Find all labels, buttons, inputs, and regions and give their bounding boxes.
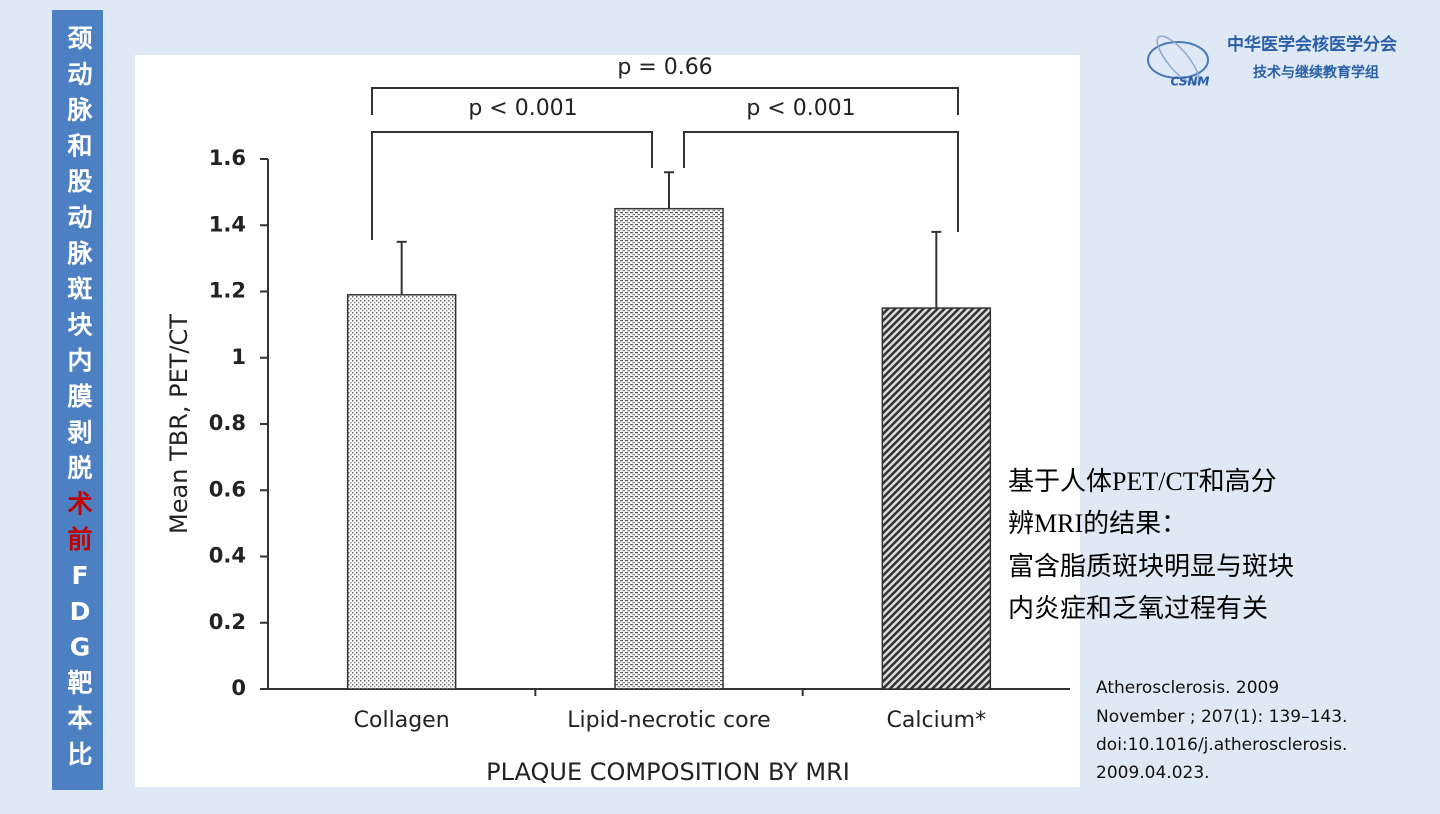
x-tick-label: Collagen	[354, 708, 450, 733]
sidebar-text: 颈动脉和股动脉斑块内膜剥脱术前 FDG靶本比	[66, 24, 93, 769]
summary-line: 基于人体PET/CT和高分	[1008, 467, 1277, 496]
y-tick-label: 0.6	[209, 477, 246, 501]
y-tick-label: 0.8	[209, 411, 246, 435]
y-tick-label: 1.6	[209, 146, 246, 170]
reference-line: doi:10.1016/j.atherosclerosis.	[1096, 735, 1347, 755]
annotation: p = 0.66	[617, 55, 712, 80]
bar	[346, 294, 457, 690]
summary-line: 富含脂质斑块明显与斑块	[1008, 552, 1294, 581]
annotation: p < 0.001	[468, 96, 577, 121]
logo-abbr: CSNM	[1170, 75, 1209, 89]
logo-name: 中华医学会核医学分会	[1227, 34, 1397, 55]
y-tick-label: 0	[231, 676, 246, 700]
sidebar	[52, 10, 103, 790]
reference-line: 2009.04.023.	[1096, 763, 1210, 783]
y-tick-label: 1.4	[209, 212, 246, 236]
logo: CSNM 中华医学会核医学分会 技术与继续教育学组	[1147, 34, 1397, 89]
summary-line: 内炎症和乏氧过程有关	[1008, 594, 1268, 623]
brackets	[371, 87, 959, 240]
summary-line: 辨MRI的结果：	[1008, 509, 1187, 538]
y-tick-label: 0.4	[209, 544, 246, 568]
x-axis-label: PLAQUE COMPOSITION BY MRI	[486, 758, 850, 786]
y-tick-label: 1	[231, 345, 246, 369]
x-tick-label: Lipid-necrotic core	[567, 708, 770, 733]
bar	[881, 307, 992, 690]
x-tick-label: Calcium*	[887, 708, 987, 733]
y-axis-label: Mean TBR, PET/CT	[165, 314, 193, 534]
bar	[614, 207, 724, 690]
y-tick-label: 1.2	[209, 279, 246, 303]
reference-line: November ; 207(1): 139–143.	[1096, 707, 1347, 727]
reference-line: Atherosclerosis. 2009	[1096, 678, 1279, 698]
reference: Atherosclerosis. 2009 November ; 207(1):…	[1096, 678, 1347, 783]
sidebar-part: 颈动脉和股动脉斑块内膜剥脱	[66, 24, 93, 483]
logo-subtitle: 技术与继续教育学组	[1253, 64, 1379, 81]
y-tick-label: 0.2	[209, 610, 246, 634]
annotation: p < 0.001	[746, 96, 855, 121]
summary: 基于人体PET/CT和高分 辨MRI的结果： 富含脂质斑块明显与斑块 内炎症和乏…	[1008, 467, 1294, 623]
